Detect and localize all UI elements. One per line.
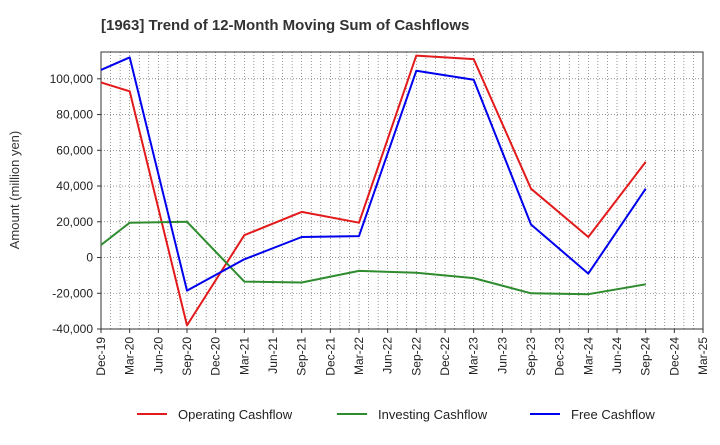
- legend: Operating Cashflow Investing Cashflow Free…: [137, 407, 655, 422]
- x-tick-label: Mar-21: [237, 337, 251, 375]
- y-tick-label: -20,000: [52, 286, 93, 300]
- x-tick-label: Sep-24: [639, 337, 653, 376]
- x-tick-label: Dec-20: [209, 337, 223, 376]
- y-tick-label: 20,000: [56, 215, 93, 229]
- x-tick-label: Jun-21: [266, 337, 280, 374]
- x-tick-label: Dec-19: [94, 337, 108, 376]
- x-tick-label: Mar-20: [123, 337, 137, 375]
- grid-layer: [101, 52, 703, 330]
- x-tick-layer: Dec-19 Mar-20 Jun-20 Sep-20 Dec-20 Mar-21 Jun-…: [94, 329, 710, 376]
- y-tick-label: 80,000: [56, 108, 93, 122]
- y-tick-label: 60,000: [56, 143, 93, 157]
- x-tick-label: Dec-21: [323, 337, 337, 376]
- y-tick-label: 0: [86, 251, 93, 265]
- x-tick-label: Sep-20: [180, 337, 194, 376]
- investing-cashflow-line: [100, 220, 646, 296]
- chart-title: [1963] Trend of 12-Month Moving Sum of C…: [101, 17, 469, 34]
- free-cashflow-line: [100, 56, 647, 292]
- series-layer: [100, 54, 647, 327]
- x-tick-label: Dec-23: [553, 337, 567, 376]
- x-tick-label: Jun-20: [151, 337, 165, 374]
- y-tick-layer: -40,000 -20,000 0 20,000 40,000 60,000 80,000 1…: [50, 72, 101, 336]
- x-tick-label: Mar-24: [581, 337, 595, 375]
- x-tick-label: Jun-23: [495, 337, 509, 374]
- x-tick-label: Dec-24: [667, 337, 681, 376]
- x-tick-label: Sep-21: [295, 337, 309, 376]
- y-tick-label: -40,000: [52, 322, 93, 336]
- x-tick-label: Mar-22: [352, 337, 366, 375]
- x-tick-label: Mar-23: [467, 337, 481, 375]
- legend-label-free-cashflow: Free Cashflow: [571, 407, 655, 422]
- y-axis-label: Amount (million yen): [7, 131, 22, 250]
- x-tick-label: Sep-22: [409, 337, 423, 376]
- x-tick-label: Jun-24: [610, 337, 624, 374]
- y-tick-label: 40,000: [56, 179, 93, 193]
- y-tick-label: 100,000: [50, 72, 94, 86]
- x-tick-label: Mar-25: [696, 337, 710, 375]
- legend-label-operating-cashflow: Operating Cashflow: [178, 407, 293, 422]
- x-tick-label: Sep-23: [524, 337, 538, 376]
- plot-frame: [100, 51, 704, 330]
- operating-cashflow-line: [100, 54, 647, 327]
- x-tick-label: Dec-22: [438, 337, 452, 376]
- x-tick-label: Jun-22: [381, 337, 395, 374]
- legend-label-investing-cashflow: Investing Cashflow: [378, 407, 488, 422]
